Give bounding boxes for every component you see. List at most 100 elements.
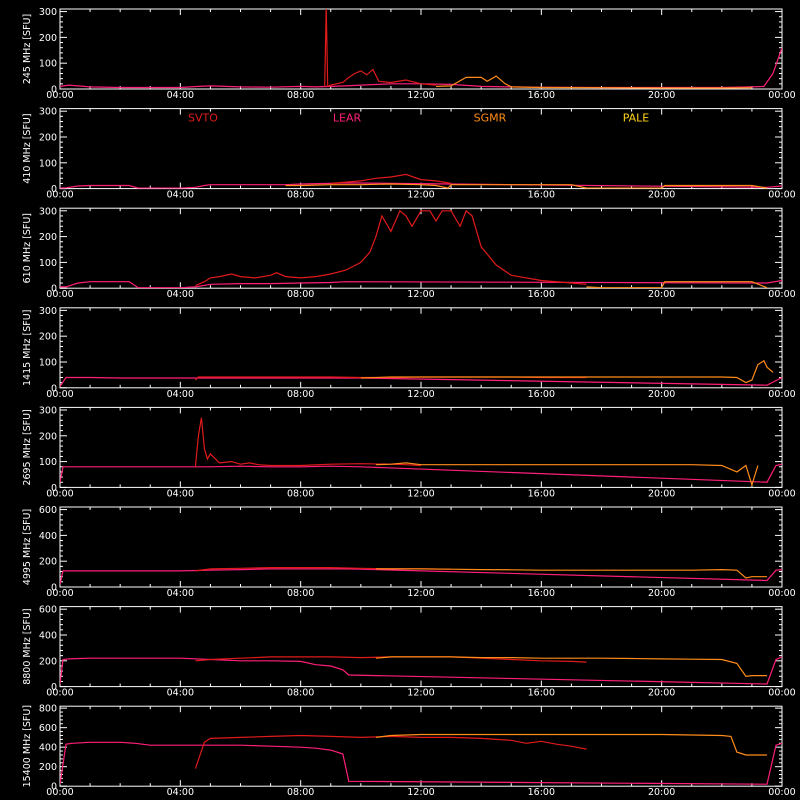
x-tick-label: 16:00 [528, 389, 555, 400]
x-tick-label: 20:00 [648, 389, 675, 400]
legend-item-lear: LEAR [333, 112, 362, 125]
y-tick-label: 200 [39, 431, 57, 442]
x-tick-label: 00:00 [46, 190, 73, 201]
series-line-1 [60, 182, 782, 189]
x-tick-label: 00:00 [46, 787, 73, 798]
series-line-3 [435, 75, 752, 89]
y-axis-label: 1415 MHz [SFU] [22, 310, 33, 386]
y-tick-label: 0 [51, 583, 57, 594]
x-tick-label: 04:00 [167, 787, 194, 798]
x-tick-label: 00:00 [46, 588, 73, 599]
x-tick-label: 12:00 [407, 289, 434, 300]
y-tick-label: 200 [39, 656, 57, 667]
y-tick-label: 200 [39, 332, 57, 343]
series-line-3 [375, 733, 767, 756]
y-tick-label: 0 [51, 682, 57, 693]
series-line-3 [360, 359, 774, 384]
panel-frame [59, 705, 783, 787]
series-line-1 [60, 279, 782, 289]
y-axis-label: 410 MHz [SFU] [22, 113, 33, 183]
panel-5: 0 100 200 300 00:00 04:00 08:00 12:00 16:00 20:00… [22, 405, 796, 499]
panel-frame [59, 8, 783, 90]
y-tick-label: 0 [51, 782, 57, 793]
x-tick-label: 08:00 [287, 488, 314, 499]
series-line-3 [375, 656, 767, 677]
y-tick-label: 200 [39, 232, 57, 243]
y-axis-label: 8800 MHz [SFU] [22, 608, 33, 684]
x-tick-label: 20:00 [648, 190, 675, 201]
panel-frame [59, 406, 783, 488]
x-tick-label: 00:00 [46, 289, 73, 300]
legend-item-svto: SVTO [188, 112, 218, 125]
panel-8: 0 200 400 600 800 00:00 04:00 08:00 12:00 16:00 20… [22, 704, 796, 799]
series-line-1 [60, 656, 782, 685]
x-tick-label: 00:00 [768, 389, 795, 400]
y-tick-label: 600 [39, 723, 57, 734]
y-tick-label: 800 [39, 704, 57, 715]
y-tick-label: 200 [39, 557, 57, 568]
x-tick-label: 08:00 [287, 688, 314, 699]
series-line-3 [375, 462, 759, 487]
x-tick-label: 16:00 [528, 190, 555, 201]
y-tick-label: 400 [39, 531, 57, 542]
y-tick-label: 200 [39, 762, 57, 773]
panel-frame [59, 606, 783, 688]
series-line-2 [194, 417, 422, 467]
x-tick-label: 12:00 [407, 488, 434, 499]
y-tick-label: 200 [39, 33, 57, 44]
x-tick-label: 16:00 [528, 588, 555, 599]
series-line-2 [330, 173, 452, 184]
series-line-3 [375, 568, 767, 579]
x-tick-label: 08:00 [287, 787, 314, 798]
x-tick-label: 12:00 [407, 688, 434, 699]
x-tick-label: 08:00 [287, 389, 314, 400]
x-tick-label: 04:00 [167, 190, 194, 201]
panel-4: 0 100 200 300 00:00 04:00 08:00 12:00 16:00 20:00… [22, 306, 796, 400]
x-tick-label: 12:00 [407, 787, 434, 798]
legend-item-sgmr: SGMR [474, 112, 507, 125]
y-tick-label: 100 [39, 258, 57, 269]
x-tick-label: 08:00 [287, 289, 314, 300]
x-tick-label: 20:00 [648, 588, 675, 599]
x-tick-label: 16:00 [528, 787, 555, 798]
x-tick-label: 04:00 [167, 90, 194, 101]
x-tick-label: 00:00 [768, 787, 795, 798]
x-tick-label: 04:00 [167, 488, 194, 499]
panel-frame [59, 207, 783, 289]
series-line-1 [60, 376, 782, 387]
y-axis-label: 245 MHz [SFU] [22, 14, 33, 84]
series-line-3 [586, 281, 768, 289]
y-tick-label: 400 [39, 743, 57, 754]
panel-6: 0 200 400 600 00:00 04:00 08:00 12:00 16:00 20:00… [22, 505, 796, 599]
y-tick-label: 300 [39, 206, 57, 217]
x-tick-label: 04:00 [167, 688, 194, 699]
y-tick-label: 300 [39, 107, 57, 118]
panel-3: 0 100 200 300 00:00 04:00 08:00 12:00 16:00 20:00… [22, 206, 796, 300]
y-tick-label: 300 [39, 306, 57, 317]
y-tick-label: 0 [51, 184, 57, 195]
y-tick-label: 600 [39, 605, 57, 616]
y-tick-label: 600 [39, 505, 57, 516]
y-tick-label: 0 [51, 284, 57, 295]
x-tick-label: 04:00 [167, 588, 194, 599]
x-tick-label: 16:00 [528, 90, 555, 101]
x-tick-label: 08:00 [287, 190, 314, 201]
x-tick-label: 00:00 [46, 688, 73, 699]
series-line-1 [60, 741, 782, 785]
y-tick-label: 0 [51, 85, 57, 96]
y-tick-label: 0 [51, 383, 57, 394]
x-tick-label: 00:00 [46, 389, 73, 400]
x-tick-label: 20:00 [648, 289, 675, 300]
x-tick-label: 16:00 [528, 289, 555, 300]
x-tick-label: 16:00 [528, 488, 555, 499]
x-tick-label: 00:00 [46, 488, 73, 499]
x-tick-label: 20:00 [648, 688, 675, 699]
series-line-1 [60, 47, 782, 89]
series-line-2 [324, 9, 437, 88]
y-tick-label: 100 [39, 59, 57, 70]
y-tick-label: 100 [39, 357, 57, 368]
panel-frame [59, 506, 783, 588]
y-axis-label: 15400 MHz [SFU] [22, 705, 33, 787]
y-tick-label: 400 [39, 630, 57, 641]
